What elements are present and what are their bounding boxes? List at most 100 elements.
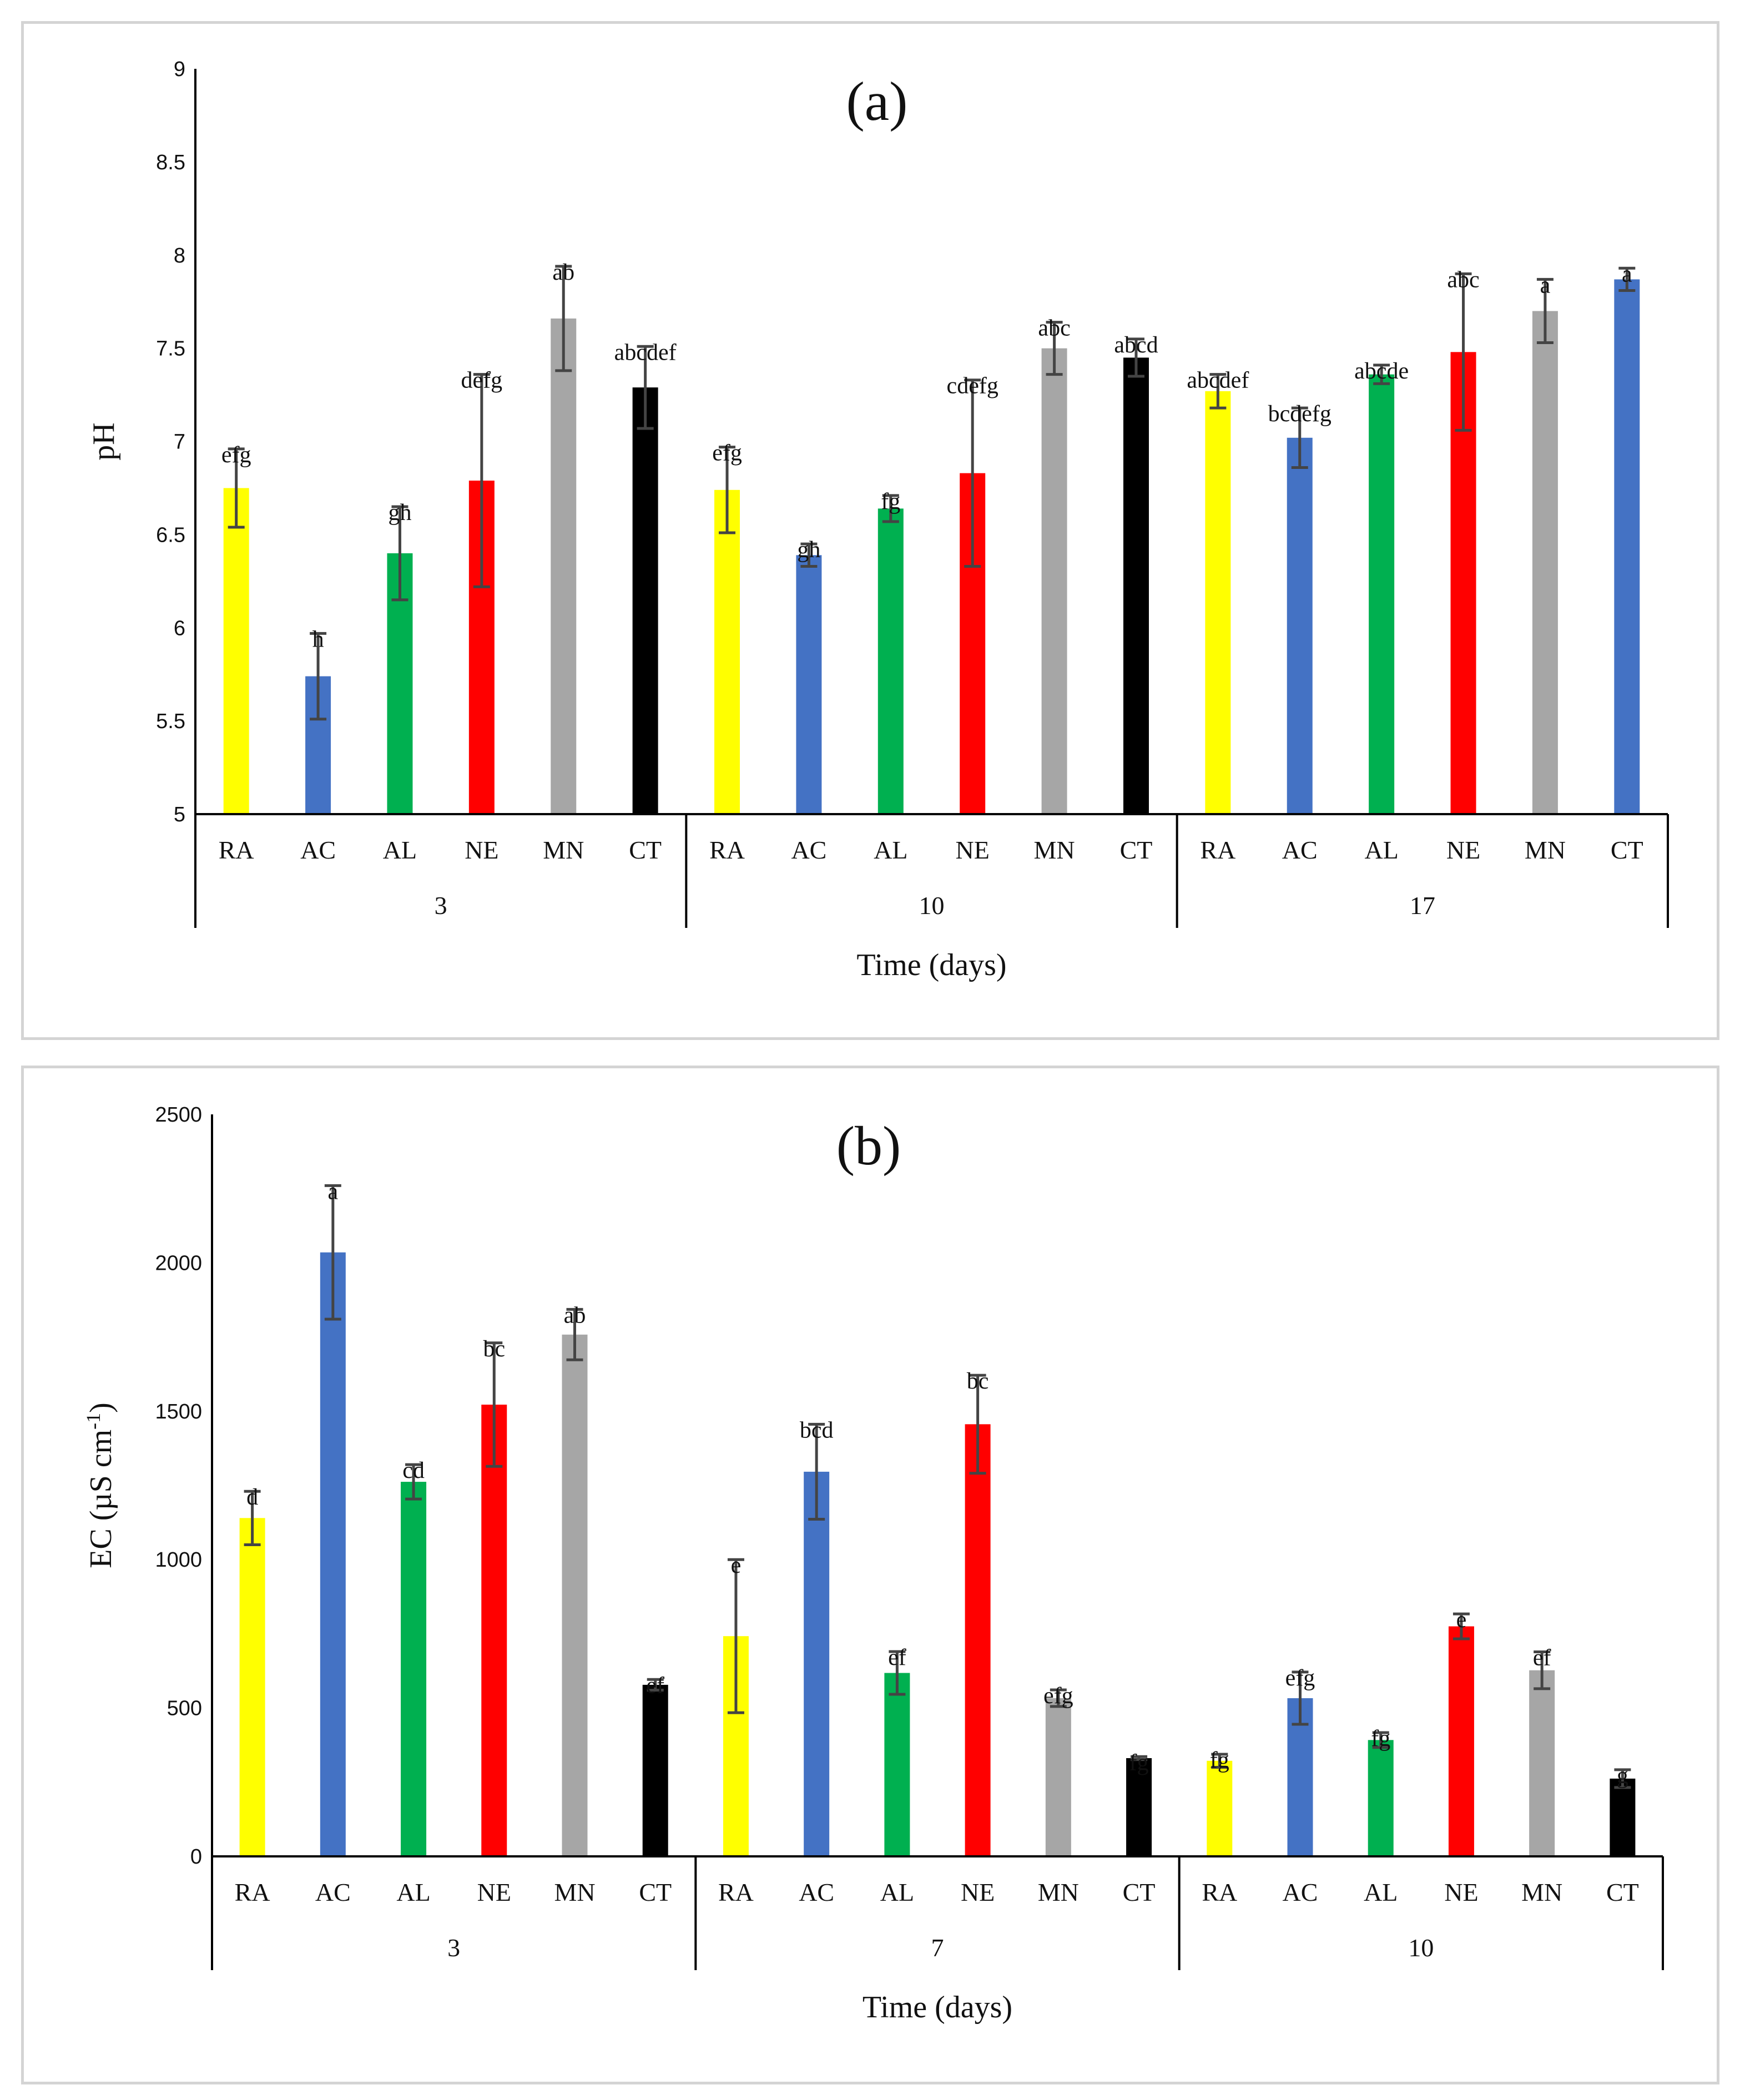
- significance-letter: a: [1622, 261, 1632, 287]
- significance-letter: e: [1456, 1607, 1467, 1633]
- significance-letter: ef: [888, 1645, 906, 1670]
- bar: [632, 387, 658, 814]
- chart-title: (a): [846, 70, 908, 132]
- category-label: NE: [477, 1878, 511, 1906]
- y-tick-label: 2500: [155, 1103, 202, 1127]
- x-axis-title: Time (days): [856, 948, 1006, 982]
- category-label: MN: [1034, 836, 1075, 864]
- bar: [1448, 1626, 1474, 1856]
- category-label: AL: [874, 836, 907, 864]
- category-label: AC: [799, 1878, 834, 1906]
- bar: [884, 1673, 910, 1856]
- bar: [1207, 1760, 1233, 1856]
- category-label: NE: [956, 836, 990, 864]
- category-label: AL: [396, 1878, 430, 1906]
- bar: [1614, 279, 1640, 815]
- significance-letter: fg: [1210, 1748, 1229, 1773]
- chart-panel-b: [21, 1066, 1719, 2084]
- category-label: MN: [543, 836, 584, 864]
- significance-letter: fg: [1129, 1750, 1149, 1775]
- bar: [1126, 1758, 1152, 1856]
- significance-letter: bc: [967, 1369, 989, 1394]
- significance-letter: gh: [388, 500, 411, 526]
- significance-letter: d: [246, 1485, 258, 1510]
- y-axis-title: EC (µS cm-1): [82, 1402, 118, 1568]
- category-label: AC: [791, 836, 826, 864]
- bar: [714, 489, 740, 814]
- significance-letter: bc: [483, 1336, 505, 1362]
- bar: [1369, 374, 1395, 814]
- y-tick-label: 6.5: [156, 523, 185, 547]
- category-label: RA: [718, 1878, 754, 1906]
- group-label: 7: [931, 1934, 944, 1962]
- bar: [1205, 391, 1231, 814]
- category-label: MN: [1525, 836, 1566, 864]
- y-tick-label: 7.5: [156, 337, 185, 361]
- category-label: RA: [1200, 836, 1235, 864]
- significance-letter: bcdefg: [1268, 401, 1332, 427]
- category-label: CT: [1606, 1878, 1639, 1906]
- bar: [1529, 1670, 1555, 1856]
- y-tick-label: 500: [167, 1697, 202, 1720]
- y-tick-label: 9: [174, 58, 185, 81]
- significance-letter: abcde: [1354, 359, 1409, 384]
- significance-letter: abcdef: [1187, 368, 1249, 393]
- y-tick-label: 1500: [155, 1400, 202, 1423]
- significance-letter: fg: [881, 489, 900, 514]
- category-label: MN: [1521, 1878, 1562, 1906]
- chart-title: (b): [836, 1115, 901, 1177]
- group-label: 10: [1408, 1934, 1434, 1962]
- category-label: CT: [1123, 1878, 1156, 1906]
- y-tick-label: 2000: [155, 1251, 202, 1275]
- significance-letter: efg: [1043, 1683, 1073, 1709]
- bar: [551, 318, 577, 814]
- category-label: RA: [709, 836, 745, 864]
- category-label: CT: [639, 1878, 672, 1906]
- ph-chart: 5 5.5 6 6.5 7 7.5 8 8.5 9 efg RA h AC gh AL defg NE ab MN a…: [87, 58, 1669, 982]
- category-label: CT: [1120, 836, 1153, 864]
- significance-letter: g: [1617, 1763, 1628, 1789]
- category-label: AC: [1282, 836, 1318, 864]
- category-label: NE: [1446, 836, 1480, 864]
- significance-letter: e: [731, 1553, 742, 1578]
- category-label: CT: [1611, 836, 1643, 864]
- bar: [1610, 1778, 1636, 1856]
- bar: [804, 1471, 830, 1856]
- y-tick-label: 5: [174, 803, 185, 826]
- significance-letter: ab: [552, 260, 574, 285]
- category-label: RA: [1202, 1878, 1237, 1906]
- category-label: AL: [383, 836, 417, 864]
- bar: [1368, 1740, 1394, 1856]
- category-label: AL: [1364, 1878, 1398, 1906]
- bar: [239, 1518, 265, 1856]
- category-label: NE: [961, 1878, 995, 1906]
- bar: [1123, 357, 1149, 814]
- bar: [1287, 437, 1313, 814]
- significance-letter: efg: [1285, 1665, 1315, 1691]
- category-label: MN: [554, 1878, 595, 1906]
- significance-letter: ef: [1533, 1645, 1551, 1671]
- significance-letter: defg: [461, 368, 503, 393]
- category-label: AC: [300, 836, 336, 864]
- group-label: 17: [1410, 891, 1435, 920]
- bar: [1045, 1698, 1071, 1856]
- y-axis-title: pH: [87, 422, 121, 460]
- significance-letter: gh: [797, 537, 820, 563]
- significance-letter: abcd: [1114, 332, 1158, 358]
- group-label: 10: [919, 891, 945, 920]
- significance-letter: cdefg: [947, 373, 998, 399]
- category-label: RA: [219, 836, 254, 864]
- bar: [877, 508, 904, 814]
- y-tick-label: 5.5: [156, 710, 185, 733]
- category-label: MN: [1038, 1878, 1079, 1906]
- bar: [1532, 311, 1558, 814]
- significance-letter: a: [1540, 272, 1551, 298]
- significance-letter: abcdef: [614, 340, 677, 365]
- bar: [320, 1252, 346, 1856]
- significance-letter: ab: [564, 1303, 586, 1328]
- y-tick-label: 8.5: [156, 151, 185, 174]
- bar: [401, 1482, 427, 1856]
- bar: [223, 488, 249, 814]
- group-label: 3: [435, 891, 447, 920]
